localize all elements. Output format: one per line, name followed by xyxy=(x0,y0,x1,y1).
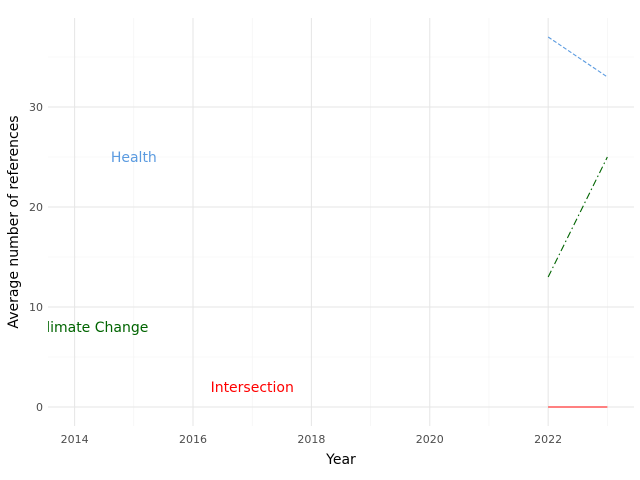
x-tick-labels: 2014 2016 2018 2020 2022 xyxy=(61,433,563,446)
y-tick-label: 20 xyxy=(29,201,43,214)
major-gridlines xyxy=(48,18,634,426)
series-lines xyxy=(547,36,608,408)
x-tick-label: 2014 xyxy=(61,433,89,446)
y-axis-title: Average number of references xyxy=(6,115,22,328)
series-label: Climate Change xyxy=(36,320,148,336)
series-label: Health xyxy=(111,150,157,166)
series-line-1 xyxy=(547,156,608,278)
y-tick-labels: 0 10 20 30 xyxy=(29,101,43,414)
x-axis-title: Year xyxy=(325,452,356,468)
x-tick-label: 2022 xyxy=(534,433,562,446)
y-tick-label: 30 xyxy=(29,101,43,114)
y-tick-label: 0 xyxy=(36,401,43,414)
x-tick-label: 2018 xyxy=(297,433,325,446)
y-tick-label: 10 xyxy=(29,301,43,314)
minor-gridlines xyxy=(48,18,634,426)
series-label: Intersection xyxy=(211,380,294,396)
x-tick-label: 2016 xyxy=(179,433,207,446)
x-tick-label: 2020 xyxy=(416,433,444,446)
series-labels: Health Climate Change Intersection xyxy=(36,150,294,396)
